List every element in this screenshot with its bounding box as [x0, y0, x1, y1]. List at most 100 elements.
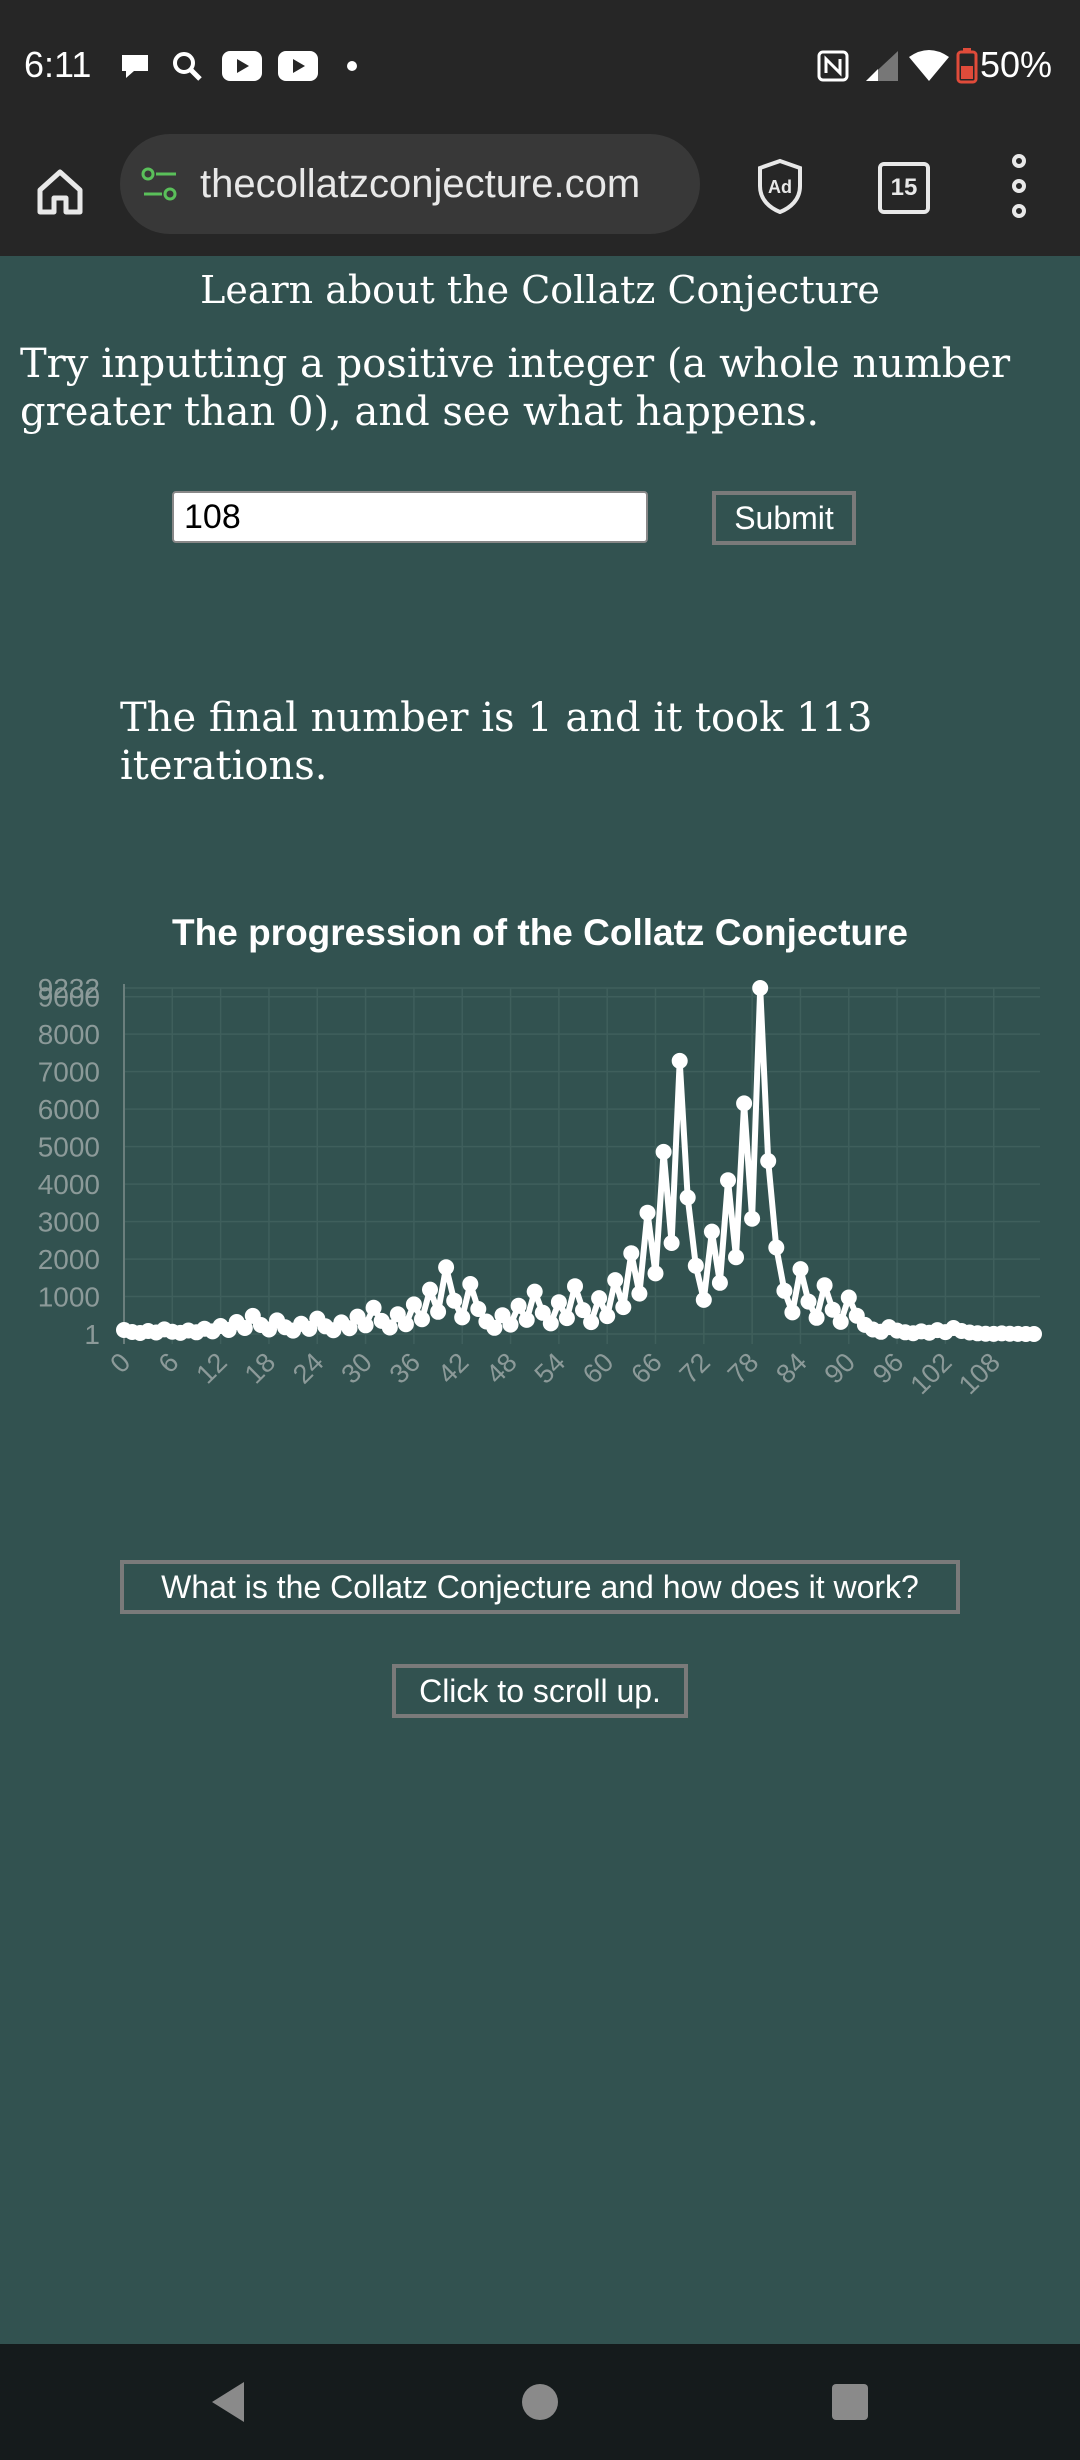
x-tick-label: 96 [867, 1347, 909, 1389]
number-input[interactable] [172, 491, 648, 543]
x-tick-label: 66 [625, 1347, 667, 1389]
data-point [824, 1301, 841, 1318]
data-point [236, 1320, 253, 1336]
data-point [703, 1223, 720, 1240]
data-point [462, 1276, 479, 1292]
browser-toolbar: thecollatzconjecture.com Ad 15 [0, 132, 1080, 256]
data-point [381, 1319, 398, 1336]
data-point [671, 1052, 688, 1069]
signal-icon [864, 46, 900, 86]
data-point [550, 1294, 567, 1311]
y-tick-label: 7000 [38, 1057, 100, 1088]
y-tick-label: 2000 [38, 1244, 100, 1275]
what-is-collatz-button[interactable]: What is the Collatz Conjecture and how d… [120, 1560, 960, 1614]
tab-switcher-button[interactable]: 15 [878, 162, 930, 214]
data-point [808, 1309, 825, 1326]
data-point [687, 1257, 704, 1274]
data-point [792, 1261, 809, 1278]
data-point [470, 1301, 487, 1317]
x-tick-label: 102 [905, 1347, 958, 1400]
adblock-shield-icon[interactable]: Ad [752, 154, 808, 218]
data-point [623, 1245, 640, 1262]
overflow-menu-icon[interactable] [1004, 154, 1034, 218]
url-text: thecollatzconjecture.com [200, 161, 641, 206]
submit-button[interactable]: Submit [712, 491, 856, 545]
x-tick-label: 48 [480, 1347, 522, 1389]
data-point [502, 1316, 519, 1333]
data-point [639, 1204, 656, 1221]
battery-saver-icon [956, 46, 978, 86]
x-tick-label: 78 [722, 1347, 764, 1389]
y-tick-label: 4000 [38, 1169, 100, 1200]
data-point [776, 1282, 793, 1299]
data-point [422, 1281, 438, 1298]
scroll-up-button[interactable]: Click to scroll up. [392, 1664, 688, 1718]
data-point [631, 1285, 648, 1302]
adblock-label: Ad [768, 177, 792, 197]
data-point [486, 1319, 503, 1336]
y-tick-label: 3000 [38, 1207, 100, 1238]
data-point [446, 1292, 463, 1309]
data-point [655, 1143, 672, 1160]
youtube-icon [222, 46, 262, 86]
x-tick-label: 60 [577, 1347, 619, 1389]
data-point [454, 1309, 471, 1326]
y-tick-label: 9000 [38, 982, 100, 1013]
battery-percent: 50% [980, 44, 1053, 85]
data-point [526, 1283, 543, 1300]
data-point [752, 980, 769, 996]
data-point [405, 1296, 422, 1313]
x-tick-label: 108 [953, 1347, 1006, 1400]
data-point [397, 1316, 414, 1333]
data-point [607, 1272, 624, 1289]
x-tick-label: 6 [153, 1347, 185, 1379]
x-tick-label: 72 [674, 1347, 716, 1389]
data-point [647, 1265, 664, 1282]
data-point [583, 1314, 600, 1331]
data-point [542, 1315, 559, 1332]
data-point [365, 1299, 382, 1316]
data-point [840, 1289, 857, 1306]
data-point [760, 1153, 777, 1169]
y-tick-label: 1 [84, 1319, 100, 1350]
x-tick-label: 54 [529, 1347, 571, 1389]
home-icon[interactable] [28, 160, 92, 224]
x-tick-label: 18 [239, 1347, 281, 1389]
recents-icon[interactable] [826, 2378, 874, 2426]
result-text: The final number is 1 and it took 113 it… [120, 695, 873, 789]
x-tick-label: 84 [770, 1347, 812, 1389]
home-circle-icon[interactable] [516, 2378, 564, 2426]
search-icon [170, 46, 204, 86]
x-tick-label: 30 [335, 1347, 377, 1389]
x-tick-label: 24 [287, 1347, 329, 1389]
x-tick-label: 12 [190, 1347, 232, 1389]
address-bar[interactable]: thecollatzconjecture.com [120, 134, 700, 234]
youtube-icon [278, 46, 318, 86]
status-bar: 6:11 50% [0, 0, 1080, 132]
chat-bubble-icon [118, 46, 152, 86]
site-settings-icon[interactable] [140, 166, 180, 202]
system-nav-bar [0, 2344, 1080, 2460]
data-point [800, 1293, 817, 1310]
data-point [728, 1249, 744, 1266]
y-tick-label: 6000 [38, 1094, 100, 1125]
data-point [341, 1320, 358, 1337]
data-point [558, 1310, 575, 1327]
data-point [357, 1317, 374, 1334]
data-point [518, 1311, 535, 1328]
data-point [591, 1290, 608, 1307]
dot-icon [346, 46, 358, 86]
chart-title: The progression of the Collatz Conjectur… [172, 912, 908, 953]
status-time: 6:11 [24, 44, 92, 85]
wifi-icon [908, 46, 950, 86]
y-tick-label: 5000 [38, 1132, 100, 1163]
data-point [679, 1189, 696, 1206]
intro-text: Try inputting a positive integer (a whol… [20, 341, 1011, 435]
data-point [438, 1259, 455, 1276]
data-point [663, 1235, 680, 1251]
data-point [615, 1299, 632, 1316]
data-point [599, 1308, 616, 1325]
data-point [695, 1291, 712, 1308]
back-icon[interactable] [204, 2378, 252, 2426]
